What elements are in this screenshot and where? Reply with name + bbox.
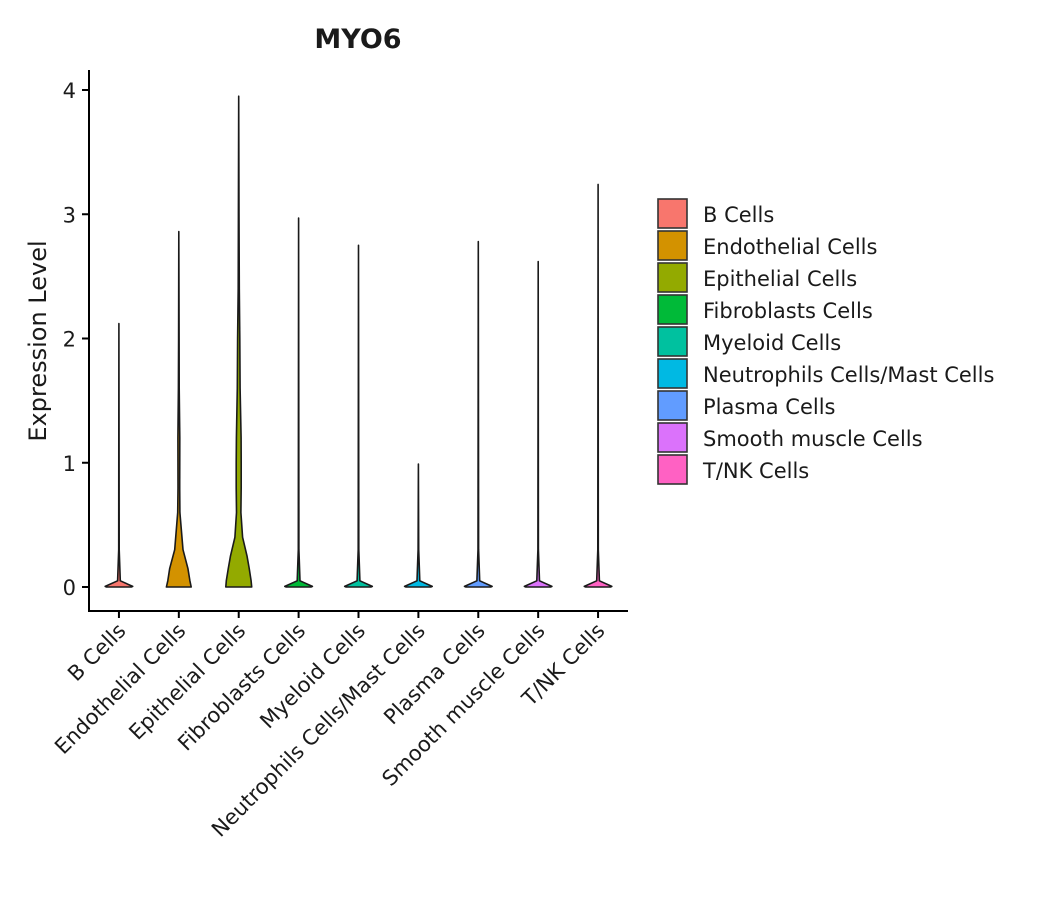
y-tick-label: 2: [63, 328, 76, 352]
legend-label: B Cells: [703, 203, 774, 227]
violin-1: [165, 230, 192, 588]
legend-swatch: [657, 262, 688, 293]
violin-5: [403, 463, 433, 588]
legend-label: Plasma Cells: [703, 395, 836, 419]
violin-3: [284, 217, 314, 588]
legend-swatch: [657, 358, 688, 389]
legend-swatch: [657, 422, 688, 453]
legend-label: Smooth muscle Cells: [703, 427, 923, 451]
x-tick-label: Myeloid Cells: [255, 619, 370, 734]
y-tick-label: 4: [63, 79, 76, 103]
legend-swatch: [657, 390, 688, 421]
y-axis-ticks: 0 1 2 3 4: [63, 79, 89, 600]
legend-label: T/NK Cells: [702, 459, 809, 483]
legend-label: Endothelial Cells: [703, 235, 877, 259]
violin-layer: [104, 95, 613, 588]
violin-0: [104, 322, 134, 588]
legend-label: Myeloid Cells: [703, 331, 841, 355]
chart-title: MYO6: [314, 24, 401, 55]
violin-6: [463, 240, 493, 588]
y-axis-title: Expression Level: [24, 240, 52, 441]
legend: B Cells Endothelial Cells Epithelial Cells…: [657, 198, 994, 485]
violin-2: [225, 95, 253, 588]
legend-label: Neutrophils Cells/Mast Cells: [703, 363, 994, 387]
legend-label: Fibroblasts Cells: [703, 299, 873, 323]
y-tick-label: 1: [63, 452, 76, 476]
violin-7: [523, 260, 553, 588]
legend-swatch: [657, 198, 688, 229]
legend-swatch: [657, 230, 688, 261]
violin-8: [583, 183, 613, 588]
legend-swatch: [657, 326, 688, 357]
y-tick-label: 0: [63, 576, 76, 600]
legend-label: Epithelial Cells: [703, 267, 857, 291]
violin-4: [343, 244, 374, 588]
legend-swatch: [657, 454, 688, 485]
y-tick-label: 3: [63, 203, 76, 227]
legend-swatch: [657, 294, 688, 325]
